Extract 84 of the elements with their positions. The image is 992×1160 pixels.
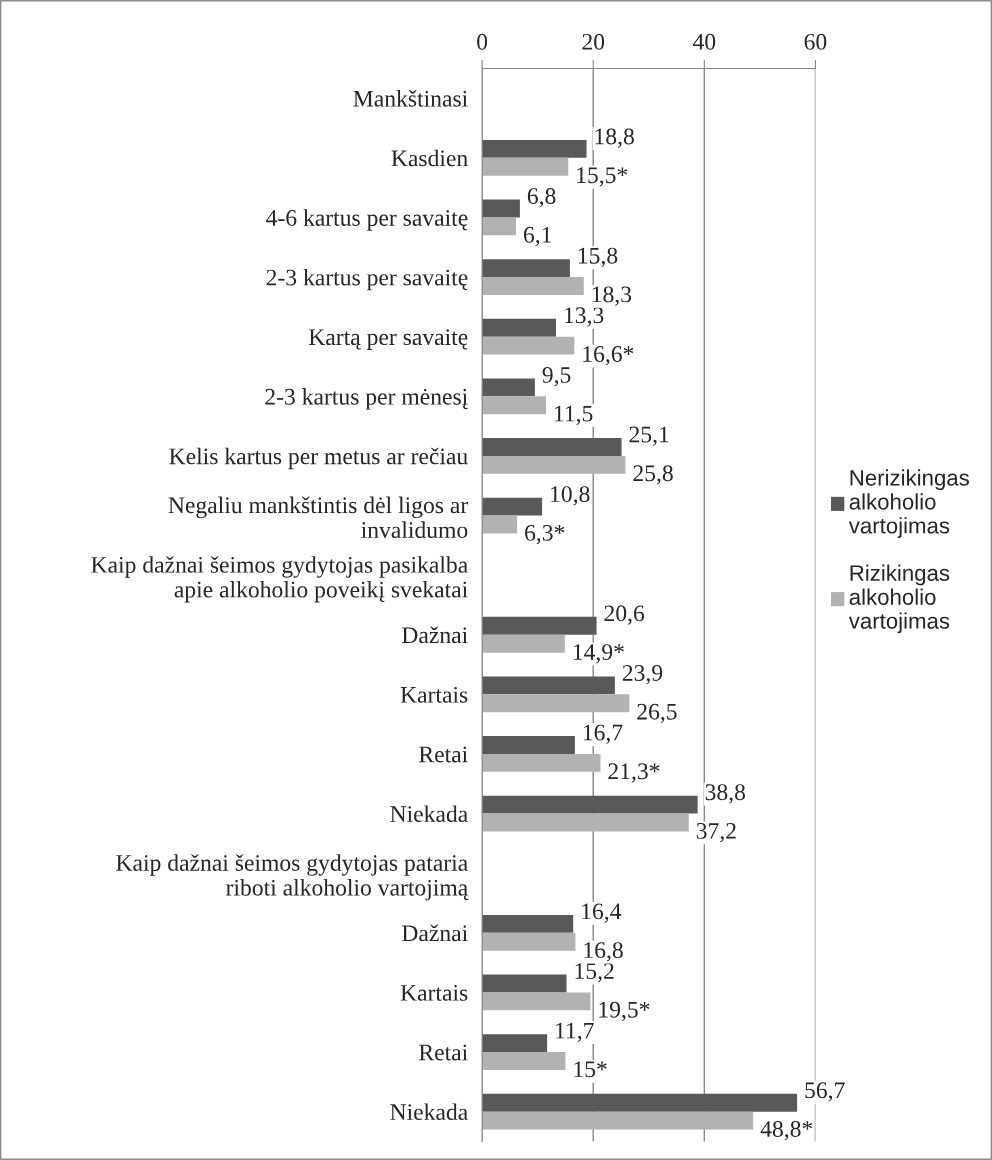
bar [482, 813, 689, 832]
bar [482, 1052, 566, 1070]
bar [482, 396, 546, 415]
y-tick-label: Retai [419, 1044, 468, 1061]
data-label: 56,7 [805, 1082, 845, 1102]
data-label: 16,7 [583, 724, 623, 744]
y-tick-label: Dažnai [402, 924, 468, 942]
data-label: 14,9* [573, 644, 624, 664]
data-label: 19,5* [599, 1001, 650, 1022]
data-label: 9,5 [542, 366, 571, 387]
bar [482, 515, 518, 534]
y-tick-label: Retai [419, 746, 468, 763]
bar [482, 139, 587, 158]
data-label: 15,5* [577, 167, 628, 187]
y-tick-label: Niekada [390, 805, 468, 822]
bar [482, 1111, 754, 1130]
data-label: 15* [574, 1061, 607, 1078]
data-label: 16,4 [582, 903, 622, 923]
bar [482, 753, 601, 772]
data-label: 18,8 [595, 128, 634, 148]
bar [482, 634, 565, 653]
data-label: 21,3* [608, 763, 660, 783]
y-tick-label: Kaip dažnai šeimos gydytojas pataria riboti alkoholio vartojimą [116, 854, 469, 901]
bar [482, 914, 574, 933]
bar [482, 497, 543, 516]
bar [482, 992, 591, 1011]
y-tick-label: Negaliu mankštintis dėl ligos ar invalidumo [168, 496, 469, 538]
data-label: 20,6 [604, 605, 645, 625]
bar [482, 616, 597, 635]
data-label: 6,8 [527, 188, 556, 208]
data-label: 10,8 [551, 486, 590, 506]
data-label: 37,2 [696, 822, 736, 843]
data-label: 38,8 [705, 784, 746, 804]
data-label: 48,8* [760, 1120, 813, 1141]
y-tick-label: Niekada [390, 1103, 468, 1121]
data-label: 13,3 [565, 307, 604, 327]
data-label: 6,3* [525, 524, 565, 545]
bar [482, 199, 520, 218]
y-tick-label: 2-3 kartus per savaitę [266, 268, 468, 291]
y-tick-label: Kartą per savaitę [308, 329, 468, 350]
bar [482, 736, 575, 754]
data-label: 25,1 [629, 426, 669, 446]
bar [482, 676, 615, 695]
bar [482, 217, 516, 236]
data-label: 16,6* [583, 346, 634, 366]
data-label: 16,8 [584, 942, 623, 962]
bar [482, 932, 576, 951]
data-label: 11,7 [556, 1022, 594, 1042]
data-label: 6,1 [523, 226, 552, 247]
bar [482, 795, 698, 814]
x-tick-label: 0 [477, 33, 488, 50]
y-tick-label: Kelis kartus per metus ar rečiau [169, 447, 468, 470]
y-tick-label: Kartais [400, 686, 468, 703]
data-label: 23,9 [622, 665, 663, 685]
bar [482, 157, 569, 176]
bar [482, 1034, 548, 1053]
y-tick-label: Kartais [400, 984, 468, 1001]
y-tick-label: 2-3 kartus per mėnesį [265, 388, 468, 410]
y-tick-label: 4-6 kartus per savaitę [266, 209, 468, 231]
x-tick-label: 40 [692, 33, 716, 50]
x-tick-label: 60 [804, 33, 827, 50]
legend-label: Rizikingas alkoholio vartojimas [848, 564, 950, 634]
y-tick-label: Kaip dažnai šeimos gydytojas pasikalba apie alkoholio poveikį svekatai [91, 556, 468, 603]
data-label: 11,5 [555, 405, 593, 425]
bar [482, 438, 622, 456]
bar [482, 455, 626, 474]
bar [482, 974, 567, 993]
bar [482, 336, 575, 355]
bar [482, 318, 556, 337]
bar [482, 694, 630, 713]
x-tick-label: 20 [582, 33, 605, 50]
data-label: 15,8 [578, 247, 618, 268]
legend-label: Nerizikingas alkoholio vartojimas [848, 469, 969, 538]
bar [482, 259, 570, 278]
data-label: 26,5 [637, 703, 677, 724]
y-tick-label: Dažnai [402, 626, 468, 644]
bar [482, 277, 584, 295]
data-label: 25,8 [633, 465, 673, 485]
data-label: 15,2 [575, 963, 614, 983]
data-label: 18,3 [592, 286, 632, 306]
bar [482, 378, 535, 397]
y-tick-label: Kasdien [391, 149, 468, 167]
y-tick-label: Mankštinasi [353, 90, 468, 107]
bar [482, 1093, 798, 1112]
